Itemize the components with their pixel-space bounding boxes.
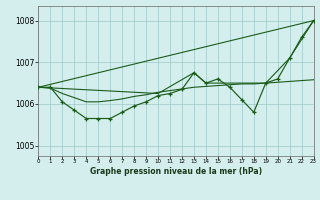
X-axis label: Graphe pression niveau de la mer (hPa): Graphe pression niveau de la mer (hPa) (90, 167, 262, 176)
